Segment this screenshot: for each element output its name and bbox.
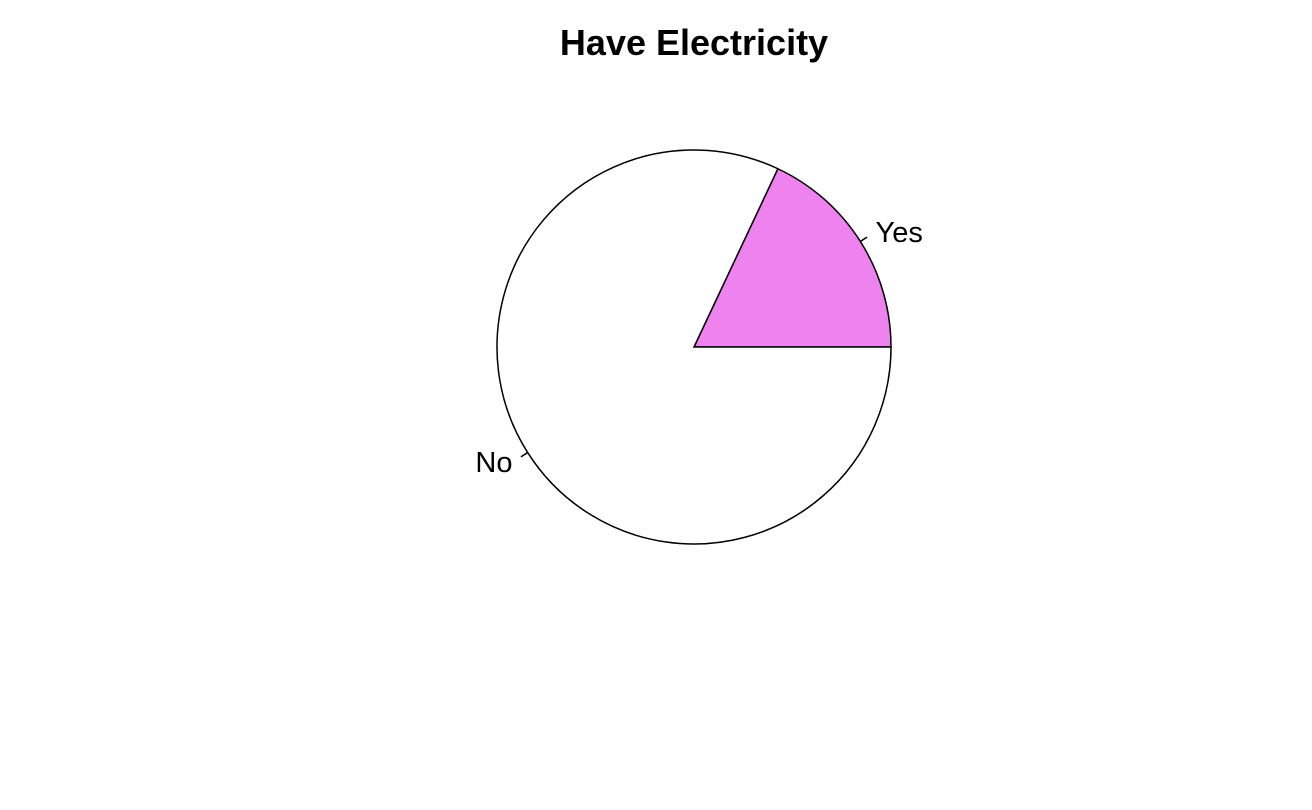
pie-tick-no — [520, 451, 529, 458]
pie-slice-no — [496, 149, 892, 545]
pie-tick-yes — [859, 236, 868, 243]
pie-label-no: No — [475, 447, 512, 479]
chart-title: Have Electricity — [560, 22, 828, 63]
pie-labels: Yes No — [475, 217, 922, 479]
pie-label-yes: Yes — [876, 217, 923, 249]
pie-slices — [496, 149, 892, 545]
